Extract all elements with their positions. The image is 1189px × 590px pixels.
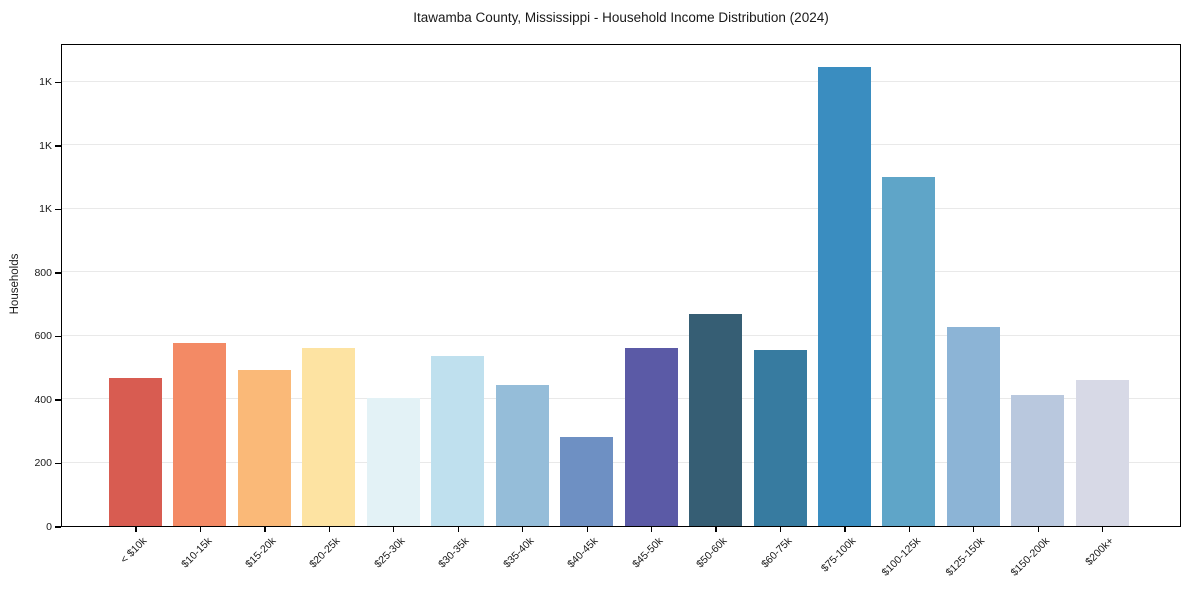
x-tick-mark xyxy=(586,527,588,532)
x-tick-label: $75-100k xyxy=(818,535,859,575)
y-tick-mark xyxy=(55,208,61,211)
gridline-800 xyxy=(62,271,1180,273)
y-tick-label: 0 xyxy=(46,521,52,533)
x-tick-label: $200k+ xyxy=(1083,535,1117,569)
x-tick-mark xyxy=(457,527,459,532)
x-tick-label: $50-60k xyxy=(694,535,730,571)
bar-$60-75k xyxy=(753,349,807,526)
bar-$30-35k xyxy=(431,356,485,526)
x-tick-mark xyxy=(973,527,975,532)
bar-$150-200k xyxy=(1011,394,1065,526)
bar-< $10k xyxy=(109,377,162,526)
x-tick-label: $150-200k xyxy=(1008,535,1052,579)
x-tick-mark xyxy=(650,527,653,532)
y-tick-label: 1K xyxy=(39,203,52,216)
y-tick-mark xyxy=(55,81,61,84)
bar-$100-125k xyxy=(882,176,936,526)
x-tick-label: $125-150k xyxy=(943,535,988,579)
x-tick-mark xyxy=(844,527,846,532)
y-tick-label: 1K xyxy=(39,76,52,89)
x-tick-mark xyxy=(1037,527,1039,532)
bar-$15-20k xyxy=(237,370,291,526)
chart-title: Itawamba County, Mississippi - Household… xyxy=(413,10,829,25)
gridline-200 xyxy=(62,462,1180,463)
x-tick-mark xyxy=(135,527,137,532)
y-tick-mark xyxy=(55,272,61,274)
x-tick-label: $15-20k xyxy=(243,535,279,571)
x-tick-label: < $10k xyxy=(118,535,150,566)
x-tick-label: $100-125k xyxy=(879,535,923,579)
bar-$20-25k xyxy=(302,347,356,526)
y-tick-mark xyxy=(55,462,61,465)
gridline-1K xyxy=(62,144,1180,146)
x-tick-label: $25-30k xyxy=(371,535,408,571)
x-tick-label: $10-15k xyxy=(178,535,214,571)
bar-$10-15k xyxy=(173,343,227,526)
y-tick-mark xyxy=(55,335,61,338)
gridline-1K xyxy=(62,80,1180,82)
x-tick-label: $60-75k xyxy=(758,535,794,571)
y-tick-mark xyxy=(55,145,61,147)
x-tick-mark xyxy=(393,527,395,532)
y-axis-label: Households xyxy=(9,253,21,315)
x-tick-mark xyxy=(908,527,911,532)
bar-$50-60k xyxy=(689,314,743,526)
y-tick-mark xyxy=(55,399,61,401)
y-tick-label: 400 xyxy=(34,393,52,406)
x-tick-mark xyxy=(522,527,524,532)
bar-$40-45k xyxy=(560,437,614,526)
plot-area xyxy=(61,44,1181,527)
x-tick-label: $30-35k xyxy=(436,535,472,571)
y-tick-label: 800 xyxy=(34,266,52,279)
gridline-1K xyxy=(62,207,1180,209)
x-tick-mark xyxy=(264,527,266,532)
bar-$200k+ xyxy=(1075,379,1129,526)
bar-$125-150k xyxy=(946,326,1000,526)
y-tick-label: 1K xyxy=(39,139,52,152)
bar-$35-40k xyxy=(495,384,549,526)
bar-$75-100k xyxy=(817,66,871,526)
x-tick-label: $40-45k xyxy=(565,535,601,571)
x-tick-mark xyxy=(779,527,782,532)
bar-$25-30k xyxy=(366,397,420,526)
x-tick-label: $20-25k xyxy=(307,535,343,571)
y-tick-label: 600 xyxy=(34,330,52,343)
bar-$45-50k xyxy=(624,347,678,526)
gridline-400 xyxy=(62,398,1180,400)
x-tick-mark xyxy=(715,527,717,532)
x-tick-mark xyxy=(199,527,202,532)
x-tick-label: $45-50k xyxy=(629,535,666,571)
x-tick-mark xyxy=(328,527,330,532)
y-tick-label: 200 xyxy=(34,457,52,470)
x-tick-mark xyxy=(1102,527,1104,532)
x-tick-label: $35-40k xyxy=(500,535,537,571)
gridline-600 xyxy=(62,334,1180,336)
y-tick-mark xyxy=(55,526,61,528)
